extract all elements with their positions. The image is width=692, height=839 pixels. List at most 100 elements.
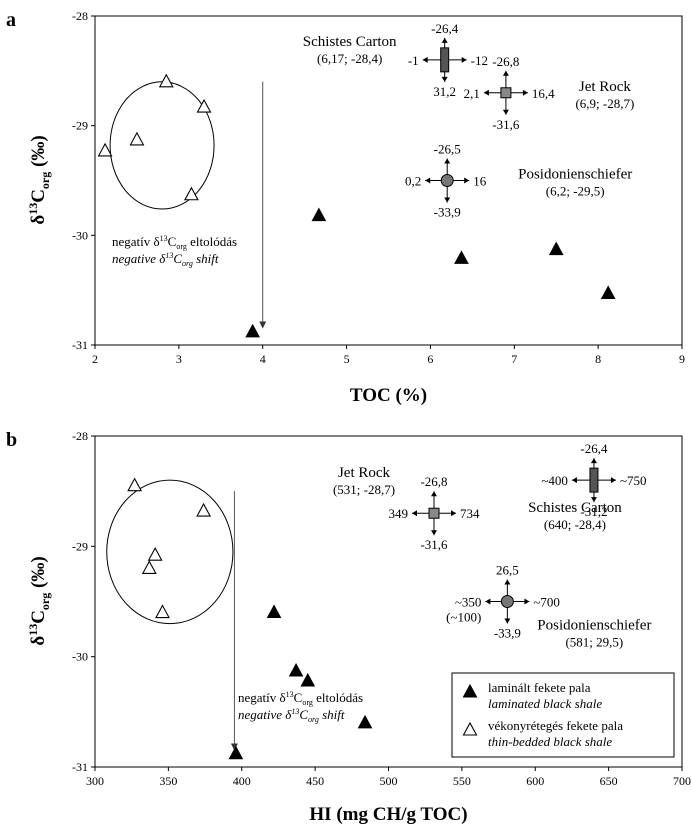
x-axis-title: TOC (%) bbox=[350, 385, 427, 406]
x-tick-label: 9 bbox=[679, 352, 685, 366]
range-up-label: -26,8 bbox=[420, 474, 447, 489]
range-left-label: ~350 bbox=[455, 595, 482, 610]
y-axis-title: δ13Corg (‰) bbox=[26, 135, 52, 224]
reference-name: Jet Rock bbox=[338, 465, 391, 481]
range-up-head bbox=[590, 458, 597, 464]
shift-arrow-head bbox=[259, 321, 267, 329]
shift-label-hu: negatív δ13Corg eltolódás bbox=[238, 690, 363, 707]
reference-coords: (581; 29,5) bbox=[565, 635, 623, 650]
shift-label-en: negative δ13Corg shift bbox=[238, 707, 345, 724]
range-right-label: 16 bbox=[473, 174, 487, 189]
reference-marker bbox=[500, 595, 514, 608]
laminated-point bbox=[357, 714, 373, 729]
y-tick-label: -31 bbox=[72, 760, 88, 774]
laminated-point bbox=[311, 207, 327, 222]
range-down-label: -31,6 bbox=[420, 537, 448, 552]
x-tick-label: 700 bbox=[673, 774, 691, 788]
range-left-label: 0,2 bbox=[405, 174, 421, 189]
range-up-label: -26,5 bbox=[434, 142, 461, 157]
thin-bedded-envelope bbox=[106, 479, 234, 625]
thin-bedded-point bbox=[127, 477, 143, 492]
y-tick-label: -28 bbox=[72, 9, 88, 23]
shift-label-hu: negatív δ13Corg eltolódás bbox=[112, 234, 237, 251]
range-up-label: -26,4 bbox=[580, 441, 608, 456]
range-down-label: -31,6 bbox=[492, 117, 520, 132]
thin-bedded-point bbox=[147, 547, 163, 561]
range-down-head bbox=[504, 618, 511, 624]
plot-frame bbox=[94, 15, 683, 346]
range-up-head bbox=[504, 579, 511, 585]
panel-a: a 2 3 4 5 6 7 8 9 -28 -29 -30 -31 TOC (%) δ13Corg (‰) n… bbox=[6, 9, 685, 406]
thin-bedded-point bbox=[184, 186, 199, 201]
range-left-label: 2,1 bbox=[464, 86, 480, 101]
legend-label-en: laminated black shale bbox=[488, 696, 602, 711]
y-tick-label: -31 bbox=[72, 338, 88, 352]
range-down-label: -31,2 bbox=[580, 504, 607, 519]
y-tick-label: -29 bbox=[72, 119, 88, 133]
range-left-head bbox=[485, 598, 491, 605]
reference-coords: (531; -28,7) bbox=[333, 482, 395, 497]
range-up-head bbox=[444, 158, 451, 164]
range-down-head bbox=[444, 197, 451, 203]
panel-letter: b bbox=[6, 429, 17, 451]
legend-label-hu: vékonyrétegés fekete pala bbox=[488, 718, 623, 733]
thin-bedded-point bbox=[155, 604, 170, 619]
range-left-head bbox=[483, 89, 489, 96]
range-up-head bbox=[430, 491, 437, 497]
reference-jet-rock: -26,8 -31,6 349 734 Jet Rock(531; -28,7) bbox=[333, 465, 480, 552]
x-tick-label: 5 bbox=[344, 352, 350, 366]
reference-marker bbox=[428, 507, 440, 519]
range-right-head bbox=[464, 177, 470, 184]
reference-coords: (6,17; -28,4) bbox=[317, 51, 382, 66]
x-axis-title: HI (mg CH/g TOC) bbox=[309, 804, 467, 825]
x-tick-label: 550 bbox=[453, 774, 471, 788]
x-tick-label: 2 bbox=[92, 352, 98, 366]
range-left-label: -1 bbox=[408, 53, 419, 68]
laminated-point bbox=[228, 745, 244, 760]
legend-box bbox=[451, 672, 675, 758]
range-down-label: 31,2 bbox=[433, 84, 456, 99]
legend-laminated-marker bbox=[462, 683, 478, 698]
legend-thin-bedded-marker bbox=[462, 721, 478, 736]
range-right-label: -12 bbox=[471, 53, 488, 68]
reference-name: Posidonienschiefer bbox=[537, 618, 651, 634]
x-tick-label: 600 bbox=[526, 774, 544, 788]
y-tick-label: -30 bbox=[72, 228, 88, 242]
range-left-head bbox=[422, 56, 428, 63]
range-up-label: 26,5 bbox=[496, 563, 519, 578]
reference-posidonienschiefer: -26,5 -33,9 0,2 16 Posidonienschiefer(6,2; -… bbox=[405, 142, 632, 220]
reference-coords: (6,9; -28,7) bbox=[575, 96, 634, 111]
x-tick-label: 500 bbox=[380, 774, 398, 788]
thin-bedded-point bbox=[196, 502, 212, 517]
reference-marker bbox=[500, 87, 512, 99]
range-right-label: 16,4 bbox=[532, 86, 555, 101]
range-up-label: -26,8 bbox=[492, 54, 519, 69]
reference-marker bbox=[440, 47, 450, 73]
y-tick-label: -30 bbox=[72, 650, 88, 664]
range-right-head bbox=[524, 598, 530, 605]
x-tick-label: 350 bbox=[159, 774, 177, 788]
reference-name: Posidonienschiefer bbox=[518, 167, 632, 183]
panel-letter: a bbox=[6, 9, 16, 31]
laminated-point bbox=[300, 672, 316, 687]
y-tick-label: -28 bbox=[72, 429, 88, 443]
range-up-label: -26,4 bbox=[431, 21, 459, 36]
thin-bedded-point bbox=[97, 142, 113, 157]
thin-bedded-point bbox=[141, 560, 157, 574]
panel-b: b 300 350 400 450 500 550 600 650 700 -28 -29 -30 -31… bbox=[6, 429, 691, 825]
laminated-point bbox=[600, 285, 616, 299]
range-left-head bbox=[411, 510, 417, 517]
laminated-point bbox=[245, 323, 260, 338]
range-right-label: 734 bbox=[460, 506, 480, 521]
reference-coords: (6,2; -29,5) bbox=[546, 184, 605, 199]
reference-jet-rock: -26,8 -31,6 2,1 16,4 Jet Rock(6,9; -28,7) bbox=[464, 54, 635, 132]
reference-name: Schistes Carton bbox=[303, 34, 397, 50]
legend-label-en: thin-bedded black shale bbox=[488, 734, 612, 749]
x-tick-label: 300 bbox=[86, 774, 104, 788]
y-tick-label: -29 bbox=[72, 539, 88, 553]
reference-name: Jet Rock bbox=[579, 79, 632, 95]
reference-name: Schistes Carton bbox=[528, 500, 622, 516]
x-tick-label: 450 bbox=[306, 774, 324, 788]
reference-coords: (640; -28,4) bbox=[544, 517, 606, 532]
